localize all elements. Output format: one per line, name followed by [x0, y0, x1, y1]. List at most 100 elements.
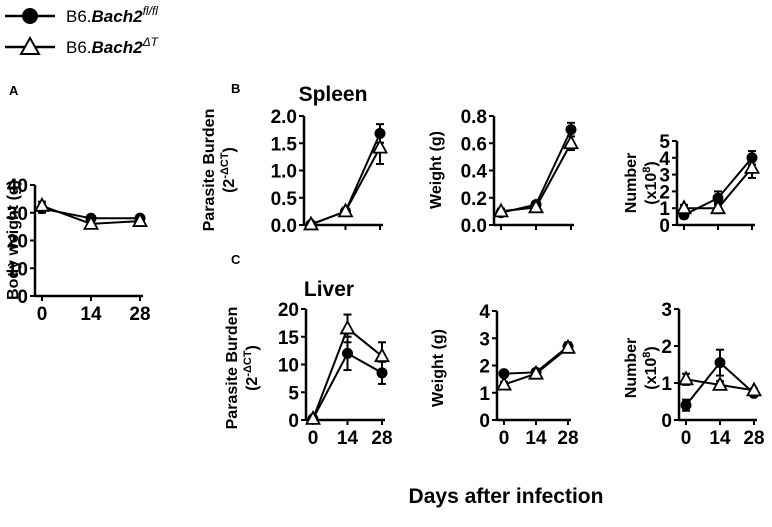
data-point-dt	[337, 202, 354, 218]
y-tick-label: 0.0	[461, 216, 487, 237]
data-point-dt	[302, 215, 320, 231]
y-axis-label-main: Weight (g)	[428, 131, 445, 209]
y-tick-label: 0	[288, 411, 299, 432]
y-axis-label-unit: (x108)	[641, 161, 660, 204]
y-tick-label: 1.5	[271, 134, 298, 155]
x-tick-label: 14	[80, 304, 102, 325]
y-tick-label: 1	[661, 374, 672, 395]
title-liver: Liver	[304, 278, 354, 301]
y-tick-label: 3	[479, 329, 490, 350]
data-point-dt	[371, 138, 389, 154]
y-tick-label: 0.4	[461, 162, 488, 183]
data-point-dt	[745, 381, 763, 397]
plot-body-weight: 0 10 20 30 40 0 14 28 Body weight (g)	[5, 176, 151, 325]
y-axis-label-main: Parasite Burden	[224, 307, 241, 430]
unit-exponent: 8	[641, 167, 653, 173]
filled-circle-icon	[22, 8, 38, 24]
y-axis-label: Body weight (g)	[5, 180, 22, 300]
data-point-dt	[304, 410, 322, 425]
y-axis-label-main: Parasite Burden	[201, 109, 218, 232]
y-tick-label: 2	[661, 337, 672, 358]
data-point-dt	[492, 202, 510, 218]
y-tick-label: 15	[278, 328, 300, 349]
y-tick-label: 30	[7, 204, 28, 225]
data-point-dt	[373, 347, 391, 363]
unit-close: )	[244, 345, 261, 350]
x-tick-label: 0	[499, 428, 510, 449]
y-axis-label: Parasite Burden	[201, 109, 218, 232]
data-point-dt	[562, 134, 580, 150]
data-point-dt	[559, 338, 577, 354]
unit-exponent: -ΔCT	[242, 350, 254, 377]
y-tick-label: 4	[479, 302, 490, 323]
title-spleen: Spleen	[299, 83, 368, 106]
plot-spleen-weight: 0.0 0.2 0.4 0.6 0.8 Weight (g)	[428, 107, 580, 237]
y-tick-label: 2	[479, 357, 490, 378]
y-tick-label: 2.0	[271, 107, 297, 128]
data-point-dt	[495, 375, 513, 391]
unit-close: )	[221, 147, 238, 152]
y-axis-label-main: Number	[623, 153, 640, 213]
unit-base: (2	[221, 179, 238, 193]
y-axis-label: Number	[623, 338, 640, 398]
open-triangle-icon	[19, 35, 41, 55]
y-axis-label: Weight (g)	[428, 131, 445, 209]
panel-letter-a: A	[9, 83, 19, 98]
y-tick-label: 3	[661, 300, 672, 321]
plot-liver-weight: 0 1 2 3 4 0 14 28 Weight (g)	[430, 302, 579, 449]
data-point-dt	[743, 158, 761, 174]
y-tick-label: 1.0	[271, 162, 297, 183]
y-axis-label-unit: (2-ΔCT)	[219, 147, 238, 193]
x-tick-label: 28	[557, 428, 578, 449]
y-tick-label: 1	[479, 384, 490, 405]
y-tick-label: 1	[659, 199, 670, 220]
data-point-dt	[82, 214, 100, 230]
y-tick-label: 0.2	[461, 189, 487, 210]
y-tick-label: 2	[659, 182, 670, 203]
unit-base: (x10	[643, 173, 660, 205]
unit-base: (2	[244, 377, 261, 391]
y-tick-label: 20	[278, 300, 299, 321]
data-point-dt	[131, 212, 149, 227]
y-tick-label: 0.5	[271, 189, 298, 210]
data-point-fl	[714, 357, 726, 369]
data-point-fl	[680, 399, 692, 411]
y-tick-label: 5	[288, 383, 299, 404]
y-axis-label: Number	[623, 153, 640, 213]
y-axis-label-main: Body weight (g)	[5, 180, 22, 300]
x-axis-label: Days after infection	[409, 485, 604, 508]
unit-base: (x10	[643, 358, 660, 390]
legend-entry-fl: B6.Bach2fl/fl	[5, 4, 158, 26]
y-tick-label: 0	[479, 411, 490, 432]
legend-label-dt: B6.Bach2ΔT	[66, 35, 160, 57]
x-tick-label: 0	[37, 304, 48, 325]
y-tick-label: 4	[659, 149, 670, 170]
x-tick-label: 0	[681, 428, 692, 449]
y-tick-label: 0	[661, 411, 672, 432]
panel-letter-b: B	[231, 81, 240, 96]
y-tick-label: 10	[7, 259, 28, 280]
x-tick-label: 28	[129, 304, 150, 325]
panel-letter-c: C	[231, 252, 241, 267]
legend: B6.Bach2fl/fl B6.Bach2ΔT	[5, 4, 160, 57]
y-tick-label: 20	[7, 232, 28, 253]
y-tick-label: 0	[17, 287, 28, 308]
y-tick-label: 5	[659, 132, 670, 153]
unit-exponent: -ΔCT	[219, 152, 231, 179]
y-axis-label-main: Weight (g)	[430, 329, 447, 407]
data-point-dt	[711, 375, 729, 391]
data-point-fl	[342, 347, 353, 359]
y-tick-label: 3	[659, 166, 670, 187]
data-point-dt	[527, 364, 545, 380]
x-tick-label: 28	[371, 428, 392, 449]
data-point-dt	[527, 198, 545, 214]
data-point-dt	[33, 196, 51, 212]
data-point-dt	[675, 199, 693, 215]
x-tick-label: 14	[709, 428, 731, 449]
legend-entry-dt: B6.Bach2ΔT	[5, 35, 160, 57]
data-point-fl	[565, 124, 577, 136]
y-tick-label: 0.6	[461, 134, 487, 155]
data-point-dt	[677, 370, 695, 386]
data-point-dt	[709, 199, 727, 215]
